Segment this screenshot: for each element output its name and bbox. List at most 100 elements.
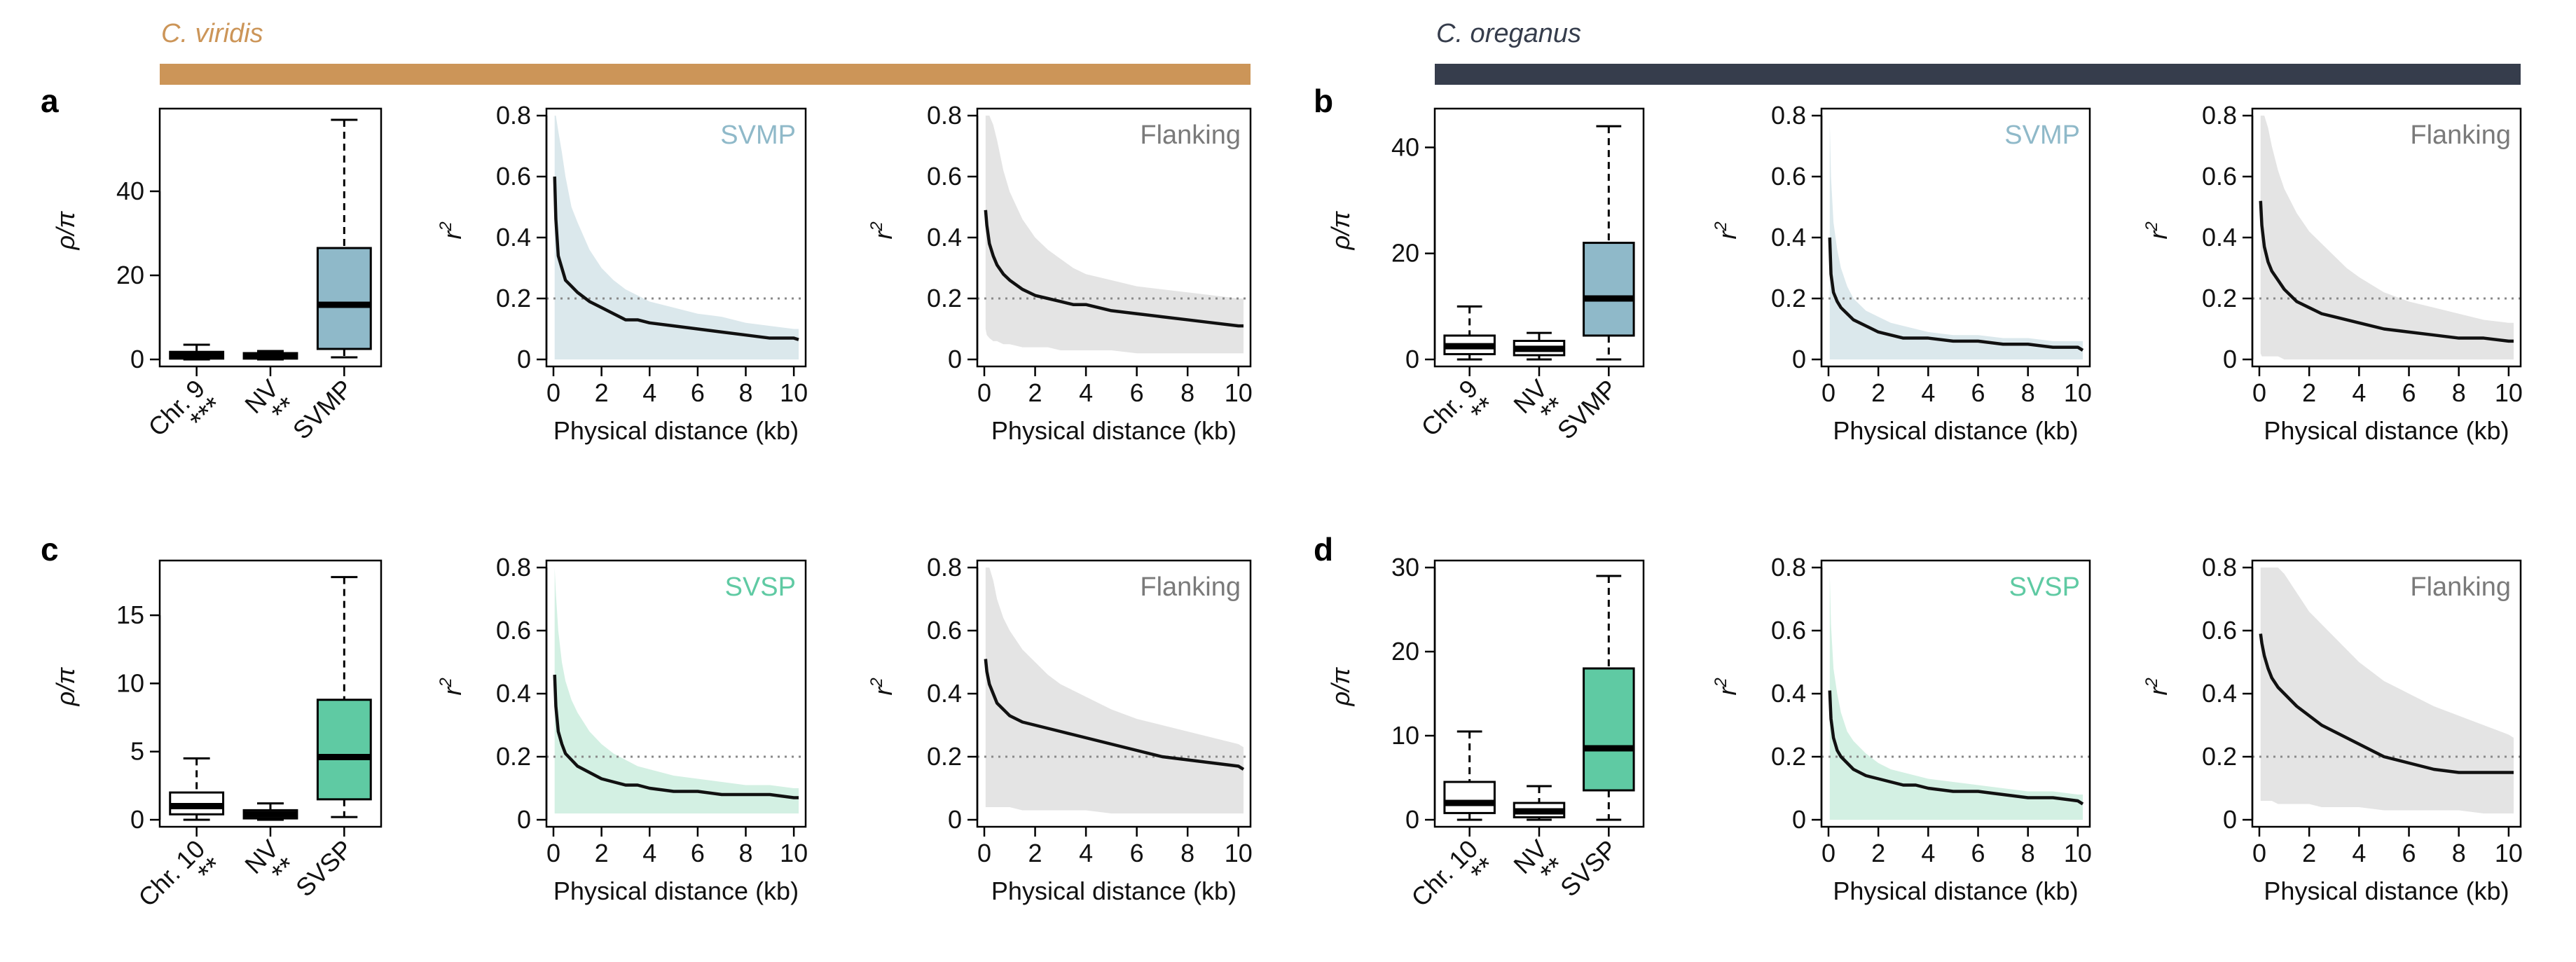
y-tick-label: 0 — [1405, 345, 1419, 373]
confidence-band — [1829, 121, 2083, 359]
y-tick-label: 0.6 — [496, 616, 531, 645]
box-nv — [1513, 331, 1566, 361]
series-label: SVMP — [720, 121, 796, 150]
y-axis-label: ρ/π — [1326, 667, 1355, 707]
series-label: Flanking — [2410, 121, 2511, 150]
x-tick-label: 0 — [1821, 378, 1835, 407]
plot-frame — [545, 559, 807, 828]
x-tick-label: 8 — [2452, 378, 2466, 407]
x-tick-label: 2 — [1028, 839, 1042, 867]
y-tick-label: 0 — [130, 345, 144, 373]
y-tick-label: 10 — [1391, 721, 1419, 750]
y-tick-label: 0.6 — [927, 616, 962, 645]
box-svsp — [316, 576, 372, 818]
x-tick-label: 8 — [2452, 839, 2466, 867]
plot-frame — [545, 107, 807, 368]
y-axis-label: ρ/π — [1326, 211, 1355, 251]
confidence-band — [2260, 568, 2514, 813]
x-tick-label: 2 — [2302, 839, 2316, 867]
y-tick-label: 40 — [116, 177, 144, 205]
y-tick-label: 0 — [517, 345, 531, 373]
r2-decay-line — [984, 209, 1244, 328]
y-tick-label: 0.2 — [1771, 284, 1806, 312]
x-axis-label: Physical distance (kb) — [1833, 416, 2078, 445]
y-tick-label: 0.8 — [1771, 101, 1806, 130]
y-tick-label: 0.8 — [2202, 553, 2237, 582]
y-axis-label: r2 — [1711, 678, 1742, 695]
y-tick-label: 0.2 — [927, 742, 962, 771]
x-axis-label: Physical distance (kb) — [991, 877, 1237, 905]
y-axis-label: ρ/π — [51, 667, 80, 707]
y-axis-label-superscript: 2 — [436, 678, 455, 687]
y-tick-label: 0.4 — [496, 223, 531, 252]
y-tick-label: 0.6 — [927, 162, 962, 191]
y-tick-label: 0.4 — [496, 679, 531, 708]
x-tick-label: 8 — [1180, 839, 1194, 867]
y-tick-label: 0.2 — [496, 284, 531, 312]
confidence-band — [985, 568, 1244, 813]
box-chr-10 — [169, 757, 225, 821]
chart-b-flanking: 0 0.2 0.4 0.6 0.8 r2 Flanking 0 2 4 6 8 10 Physical d… — [2142, 101, 2523, 445]
confidence-band — [1829, 574, 2083, 820]
y-tick-label: 0.4 — [927, 679, 962, 708]
y-tick-label: 0.8 — [2202, 101, 2237, 130]
y-tick-label: 0.6 — [2202, 162, 2237, 191]
species-bar-right — [1435, 64, 2521, 85]
y-tick-label: 0.8 — [496, 101, 531, 130]
y-axis-label: r2 — [436, 678, 467, 695]
y-tick-label: 0.2 — [1771, 742, 1806, 771]
plot-frame — [2251, 107, 2522, 368]
x-tick-label: 4 — [642, 378, 656, 407]
y-tick-label: 10 — [116, 668, 144, 697]
x-tick-label: 2 — [1871, 378, 1885, 407]
y-axis-label: r2 — [1711, 221, 1742, 239]
x-tick-label: 6 — [1130, 839, 1144, 867]
x-tick-label: 10 — [2495, 378, 2523, 407]
y-axis-label: r2 — [867, 221, 897, 239]
y-tick-label: 0.2 — [2202, 742, 2237, 771]
y-axis-label: r2 — [867, 678, 897, 695]
x-tick-label: 0 — [2252, 378, 2266, 407]
x-tick-label: 6 — [691, 839, 705, 867]
y-tick-label: 0 — [2223, 345, 2237, 373]
y-tick-label: 30 — [1391, 553, 1419, 582]
species-bar-left — [160, 64, 1251, 85]
y-tick-label: 0.4 — [2202, 223, 2237, 252]
x-tick-label: 8 — [1180, 378, 1194, 407]
r2-decay-line — [2259, 633, 2514, 774]
x-tick-label: 6 — [2402, 839, 2416, 867]
chart-d-svsp: 0 0.2 0.4 0.6 0.8 r2 SVSP 0 2 4 6 8 10 Physical dista… — [1711, 553, 2092, 905]
x-tick-label: 2 — [2302, 378, 2316, 407]
r2-decay-line — [553, 176, 799, 341]
x-tick-label: 2 — [595, 378, 609, 407]
x-tick-label: 10 — [1225, 378, 1253, 407]
box-body — [1583, 667, 1635, 792]
y-tick-label: 0.6 — [1771, 616, 1806, 645]
x-tick-label: 8 — [2021, 378, 2035, 407]
y-tick-label: 0.2 — [927, 284, 962, 312]
x-axis-label: Physical distance (kb) — [2264, 416, 2509, 445]
series-label: Flanking — [1140, 572, 1241, 602]
x-tick-label: 0 — [977, 378, 991, 407]
y-tick-label: 0 — [517, 805, 531, 834]
y-tick-label: 0 — [1405, 805, 1419, 834]
y-tick-label: 0 — [130, 805, 144, 834]
r2-decay-line — [984, 659, 1245, 771]
chart-a-flanking: 0 0.2 0.4 0.6 0.8 r2 Flanking 0 2 4 6 8 10 Physical d… — [867, 101, 1253, 445]
y-tick-label: 0.2 — [2202, 284, 2237, 312]
x-tick-label: 8 — [2021, 839, 2035, 867]
plot-frame — [976, 559, 1252, 828]
x-tick-label: 0 — [977, 839, 991, 867]
x-tick-label: 0 — [546, 378, 560, 407]
y-tick-label: 0.6 — [2202, 616, 2237, 645]
x-tick-label: 2 — [1028, 378, 1042, 407]
chart-d-flanking: 0 0.2 0.4 0.6 0.8 r2 Flanking 0 2 4 6 8 10 Physical d… — [2142, 553, 2523, 905]
y-axis-label: r2 — [2142, 678, 2172, 695]
y-tick-label: 0.6 — [1771, 162, 1806, 191]
y-tick-label: 0.8 — [1771, 553, 1806, 582]
x-tick-label: 2 — [595, 839, 609, 867]
y-tick-label: 40 — [1391, 132, 1419, 161]
y-tick-label: 0 — [948, 805, 962, 834]
series-label: SVSP — [725, 572, 796, 602]
